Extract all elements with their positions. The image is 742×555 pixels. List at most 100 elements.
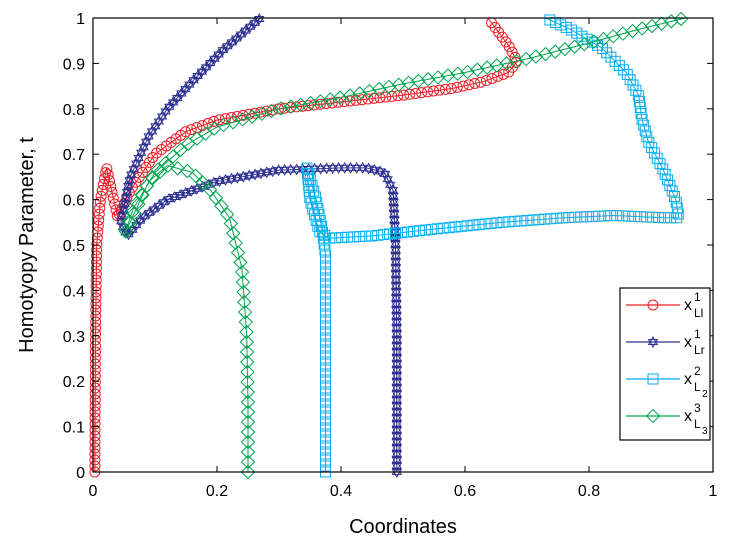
circle-marker-icon	[647, 299, 659, 311]
star-part	[390, 250, 401, 260]
data-point	[144, 170, 160, 185]
data-point	[356, 94, 368, 106]
data-point	[90, 286, 102, 298]
data-point	[391, 429, 402, 443]
y-tick-label: 0.3	[63, 329, 85, 346]
data-point	[391, 423, 402, 437]
data-point	[528, 49, 544, 64]
data-point	[320, 448, 331, 460]
x-axis-label: Coordinates	[349, 516, 457, 538]
data-point	[551, 212, 563, 224]
data-point	[567, 39, 582, 54]
data-point	[470, 62, 485, 77]
y-tick-label: 0.8	[63, 102, 85, 119]
data-point	[320, 292, 331, 304]
data-point	[391, 435, 402, 449]
star-part	[391, 322, 402, 332]
star-part	[390, 271, 402, 281]
data-point	[303, 179, 315, 191]
legend-label: x	[684, 371, 692, 388]
star-part	[389, 214, 400, 224]
data-point	[388, 208, 400, 221]
data-point	[391, 333, 402, 347]
star-part	[391, 355, 402, 365]
star-part	[389, 217, 400, 227]
data-point	[303, 185, 315, 197]
star-part	[388, 211, 400, 221]
data-point	[320, 442, 331, 454]
data-point	[643, 136, 655, 148]
data-point	[391, 417, 402, 431]
data-point	[320, 436, 331, 448]
data-point	[410, 87, 422, 99]
star-part	[391, 351, 402, 361]
data-point	[320, 316, 331, 328]
star-part	[391, 301, 402, 311]
data-point	[586, 34, 602, 49]
star-part	[254, 15, 265, 25]
data-point	[479, 218, 491, 230]
data-point	[342, 88, 358, 103]
data-point	[509, 51, 521, 63]
star-part	[391, 349, 402, 359]
data-point	[609, 55, 621, 67]
legend-label-sup: 2	[694, 364, 701, 378]
data-point	[249, 107, 261, 119]
data-point	[388, 196, 399, 209]
data-point	[599, 210, 611, 222]
data-point	[320, 250, 331, 262]
legend-label-sup: 3	[694, 401, 701, 415]
data-point	[391, 465, 402, 479]
data-point	[240, 374, 255, 390]
data-point	[236, 284, 251, 300]
data-point	[89, 382, 101, 394]
data-point	[629, 210, 641, 222]
data-point	[240, 444, 256, 460]
data-point	[486, 72, 498, 84]
data-point	[237, 109, 249, 121]
star-part	[184, 78, 195, 88]
star-part	[390, 259, 401, 269]
data-point	[391, 447, 402, 461]
data-point	[548, 44, 563, 59]
data-point	[413, 225, 425, 237]
data-point	[344, 95, 356, 107]
star-part	[388, 202, 400, 212]
star-part	[391, 421, 402, 431]
data-point	[390, 268, 402, 281]
data-point	[173, 142, 188, 158]
star-part	[273, 167, 284, 177]
data-point	[89, 340, 101, 352]
data-point	[596, 31, 611, 47]
star-part	[226, 39, 238, 49]
star-part	[390, 247, 401, 257]
data-point	[90, 268, 102, 280]
data-point	[641, 211, 653, 223]
data-point	[180, 126, 192, 138]
star-part	[123, 180, 134, 190]
star-part	[391, 469, 402, 479]
data-point	[390, 250, 401, 263]
data-point	[390, 238, 401, 251]
legend-item: x 1 Lr	[626, 327, 705, 357]
data-point	[499, 56, 514, 71]
data-point	[93, 214, 105, 226]
data-point	[320, 280, 331, 292]
data-point	[97, 178, 109, 190]
star-part	[124, 177, 135, 187]
data-point	[185, 124, 197, 136]
data-point	[633, 96, 645, 108]
data-point	[390, 262, 402, 275]
star-part	[391, 417, 402, 427]
data-point	[670, 196, 682, 208]
data-point	[239, 344, 255, 360]
star-part	[391, 405, 402, 415]
data-point	[497, 216, 509, 228]
star-part	[391, 465, 402, 475]
star-part	[391, 292, 402, 302]
data-point	[371, 81, 387, 97]
data-point	[439, 83, 451, 95]
data-point	[320, 406, 331, 418]
data-point	[208, 190, 224, 206]
